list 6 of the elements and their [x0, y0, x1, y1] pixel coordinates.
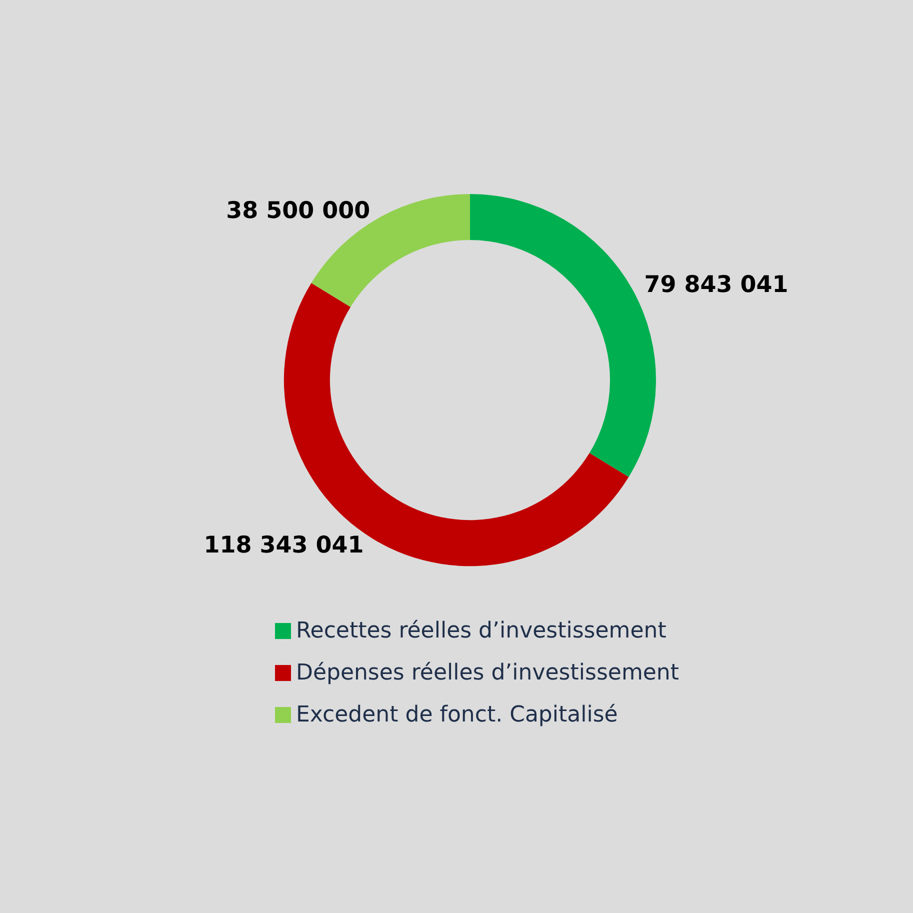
legend-label: Recettes réelles d’investissement: [296, 618, 667, 644]
data-label: 79 843 041: [644, 272, 788, 298]
data-label: 118 343 041: [204, 532, 364, 559]
legend-label: Dépenses réelles d’investissement: [296, 660, 680, 686]
data-label: 38 500 000: [226, 198, 370, 224]
legend-label: Excedent de fonct. Capitalisé: [296, 702, 618, 728]
